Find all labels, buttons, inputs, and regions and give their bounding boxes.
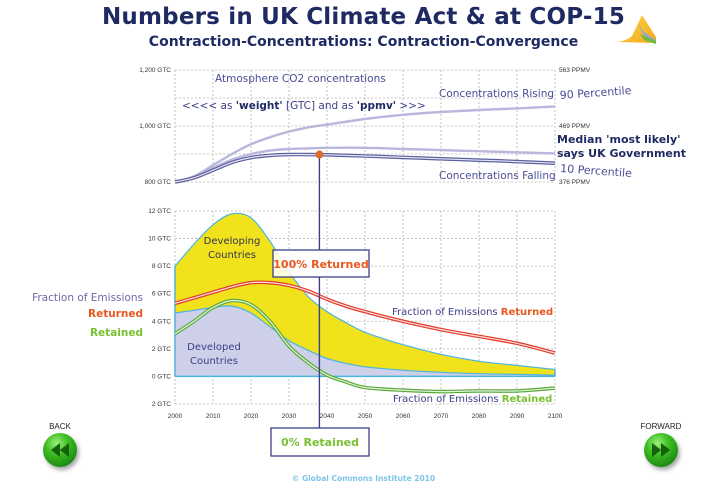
back-nav[interactable]: BACK bbox=[30, 422, 90, 467]
returned-box-label: 100% Returned bbox=[273, 258, 368, 271]
legend-fraction-title: Fraction of Emissions bbox=[32, 292, 143, 304]
xtick-label: 2070 bbox=[434, 413, 449, 420]
xtick-label: 2090 bbox=[510, 413, 525, 420]
emissions-areas bbox=[174, 212, 556, 378]
upper-ytick-right-label: 469 PPMV bbox=[559, 123, 591, 130]
upper-title: Atmosphere CO2 concentrations bbox=[215, 73, 386, 85]
lower-ytick-label: 0 GTC bbox=[152, 373, 171, 380]
label-developed-line2: Countries bbox=[190, 356, 238, 367]
lower-ytick-label: 12 GTC bbox=[148, 208, 171, 215]
page-title: Numbers in UK Climate Act & at COP-15 bbox=[101, 4, 626, 30]
forward-label: FORWARD bbox=[640, 422, 682, 431]
xtick-label: 2020 bbox=[244, 413, 259, 420]
label-concentrations-rising: Concentrations Rising bbox=[439, 88, 554, 100]
copyright: © Global Commons Institute 2010 bbox=[291, 474, 436, 483]
returned-prefix: Fraction of Emissions bbox=[392, 307, 501, 318]
gci-mountain-logo-icon bbox=[618, 15, 656, 44]
marker bbox=[315, 150, 324, 428]
xtick-label: 2100 bbox=[548, 413, 563, 420]
label-10-percentile: 10 Percentile bbox=[560, 162, 633, 180]
median-line bbox=[174, 146, 556, 184]
axis-ticks: 1,200 GTC 1,000 GTC 800 GTC 563 PPMV 469 PPM… bbox=[139, 67, 591, 420]
marker-point bbox=[315, 150, 324, 159]
xtick-label: 2010 bbox=[206, 413, 221, 420]
returned-box bbox=[272, 249, 370, 278]
annotation-part-1: <<<< as bbox=[182, 100, 236, 112]
xtick-label: 2000 bbox=[168, 413, 183, 420]
label-median-line2: says UK Government bbox=[557, 147, 686, 160]
annotation-part-5: >>> bbox=[396, 100, 426, 112]
developed-countries-area bbox=[175, 305, 555, 377]
xtick-label: 2080 bbox=[472, 413, 487, 420]
returned-word: Returned bbox=[501, 307, 553, 318]
retained-word: Retained bbox=[502, 394, 553, 405]
annotation-ppmv: 'ppmv' bbox=[357, 100, 396, 112]
forward-button[interactable] bbox=[644, 433, 678, 467]
retained-prefix: Fraction of Emissions bbox=[393, 394, 502, 405]
upper-ytick-label: 800 GTC bbox=[145, 179, 172, 186]
xtick-label: 2050 bbox=[358, 413, 373, 420]
label-concentrations-falling: Concentrations Falling bbox=[439, 170, 556, 182]
xtick-label: 2060 bbox=[396, 413, 411, 420]
annotation-weight: 'weight' bbox=[236, 100, 283, 112]
lower-ytick-label: 6 GTC bbox=[152, 291, 171, 298]
lower-ytick-label: 2 GTC bbox=[152, 346, 171, 353]
upper-annotation: <<<< as 'weight' [GTC] and as 'ppmv' >>> bbox=[182, 100, 426, 112]
lower-ytick-label: 2 GTC bbox=[152, 401, 171, 408]
xtick-label: 2040 bbox=[320, 413, 335, 420]
label-developing-line2: Countries bbox=[208, 250, 256, 261]
lower-ytick-label: 4 GTC bbox=[152, 318, 171, 325]
fast-forward-icon bbox=[652, 443, 670, 457]
concentration-lines bbox=[174, 105, 556, 184]
label-developing-line1: Developing bbox=[204, 236, 261, 247]
label-fraction-returned: Fraction of Emissions Returned bbox=[392, 307, 553, 318]
back-label: BACK bbox=[49, 422, 71, 431]
label-90-percentile: 90 Percentile bbox=[559, 84, 632, 102]
lower-ytick-label: 10 GTC bbox=[148, 236, 171, 243]
developed-countries-edge bbox=[174, 305, 556, 376]
forward-nav[interactable]: FORWARD bbox=[631, 422, 691, 467]
label-median-line1: Median 'most likely' bbox=[557, 133, 681, 146]
label-developed-line1: Developed bbox=[187, 342, 241, 353]
page-subtitle: Contraction-Concentrations: Contraction-… bbox=[148, 34, 579, 50]
legend-retained: Retained bbox=[90, 327, 143, 339]
upper-ytick-right-label: 563 PPMV bbox=[559, 67, 591, 74]
label-fraction-retained: Fraction of Emissions Retained bbox=[393, 394, 552, 405]
legend-returned: Returned bbox=[88, 308, 143, 320]
fraction-lines bbox=[174, 280, 556, 394]
returned-line-inner bbox=[174, 281, 556, 354]
lower-ytick-label: 8 GTC bbox=[152, 263, 171, 270]
developing-countries-edge bbox=[174, 212, 556, 371]
upper-ytick-right-label: 376 PPMV bbox=[559, 179, 591, 186]
retained-box-label: 0% Retained bbox=[281, 436, 359, 449]
percentile-90-line bbox=[174, 105, 556, 184]
percentile-10-line-inner bbox=[174, 153, 556, 183]
upper-ytick-label: 1,200 GTC bbox=[139, 67, 171, 74]
upper-ytick-label: 1,000 GTC bbox=[139, 123, 171, 130]
annotation-part-3: [GTC] and as bbox=[283, 100, 357, 112]
retained-line-inner bbox=[174, 299, 556, 393]
xtick-label: 2030 bbox=[282, 413, 297, 420]
rewind-icon bbox=[51, 443, 69, 457]
back-button[interactable] bbox=[43, 433, 77, 467]
